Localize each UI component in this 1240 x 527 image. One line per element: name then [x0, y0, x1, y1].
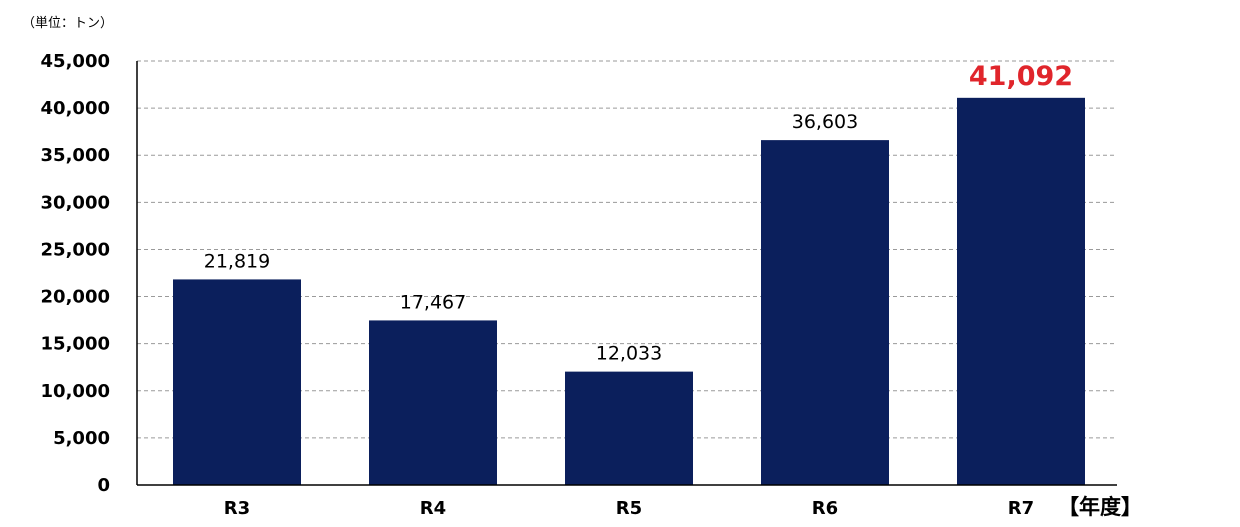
- y-tick-label: 35,000: [41, 145, 110, 166]
- y-tick-label: 20,000: [41, 287, 110, 308]
- y-tick-label: 30,000: [41, 192, 110, 213]
- bar-r3: [173, 279, 301, 485]
- data-label-r4: 17,467: [400, 291, 466, 313]
- data-label-r3: 21,819: [204, 250, 270, 272]
- bars: [173, 97, 1085, 485]
- data-labels: 21,819 17,467 12,033 36,603 41,092: [204, 61, 1073, 365]
- bar-r4: [369, 320, 497, 485]
- y-axis-ticks: 0 5,000 10,000 15,000 20,000 25,000 30,000 35,0…: [41, 51, 110, 496]
- x-axis-ticks: R3 R4 R5 R6 R7: [224, 498, 1034, 519]
- data-label-r5: 12,033: [596, 343, 662, 365]
- y-tick-label: 10,000: [41, 381, 110, 402]
- unit-label: （単位：トン）: [22, 15, 113, 31]
- y-tick-label: 45,000: [41, 51, 110, 72]
- y-tick-label: 25,000: [41, 239, 110, 260]
- x-tick-label-r6: R6: [812, 498, 838, 519]
- x-tick-label-r3: R3: [224, 498, 250, 519]
- bar-r6: [761, 140, 889, 485]
- x-tick-label-r4: R4: [420, 498, 446, 519]
- x-tick-label-r7: R7: [1008, 498, 1034, 519]
- y-tick-label: 15,000: [41, 334, 110, 355]
- x-tick-label-r5: R5: [616, 498, 642, 519]
- bar-r5: [565, 371, 693, 485]
- x-unit-label: 【年度】: [1058, 495, 1142, 519]
- bar-r7: [957, 97, 1085, 485]
- y-tick-label: 40,000: [41, 98, 110, 119]
- data-label-r7: 41,092: [969, 61, 1073, 92]
- y-tick-label: 0: [97, 475, 110, 496]
- y-tick-label: 5,000: [53, 428, 110, 449]
- data-label-r6: 36,603: [792, 111, 858, 133]
